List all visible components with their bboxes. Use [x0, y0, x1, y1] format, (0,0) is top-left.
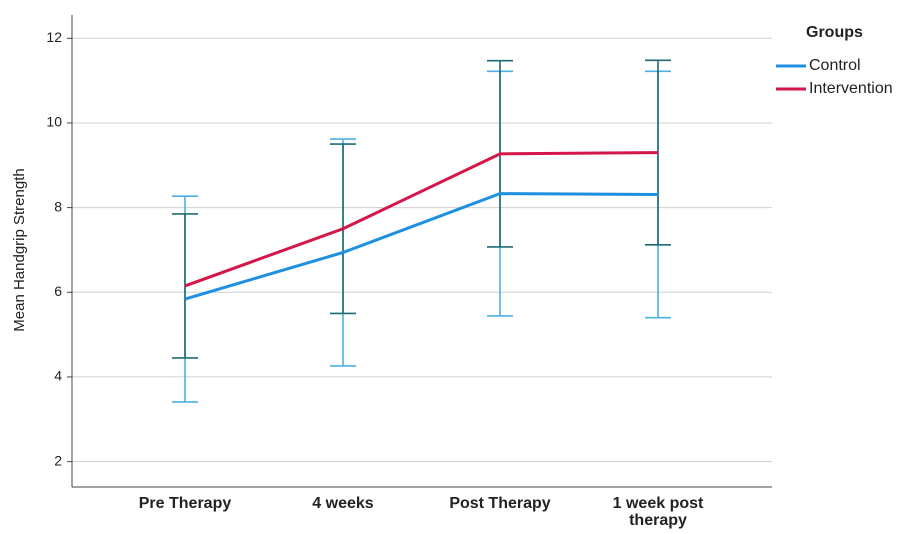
y-tick-label: 8 — [54, 198, 62, 214]
y-tick-label: 6 — [54, 283, 62, 299]
series-line — [184, 151, 659, 288]
legend-label: Intervention — [809, 80, 893, 97]
y-axis-label: Mean Handgrip Strength — [11, 168, 28, 331]
y-tick-label: 2 — [54, 452, 62, 468]
x-tick-label: 1 week post therapy — [612, 495, 704, 529]
series-line — [184, 192, 659, 301]
legend-title: Groups — [806, 24, 863, 41]
y-tick-label: 10 — [46, 114, 62, 130]
x-tick-label: Post Therapy — [449, 495, 551, 512]
x-tick-label: Pre Therapy — [138, 495, 232, 512]
legend-label: Control — [809, 57, 861, 74]
y-tick-label: 4 — [54, 368, 62, 384]
y-tick-label: 12 — [46, 29, 62, 45]
x-tick-label: 4 weeks — [312, 495, 374, 512]
